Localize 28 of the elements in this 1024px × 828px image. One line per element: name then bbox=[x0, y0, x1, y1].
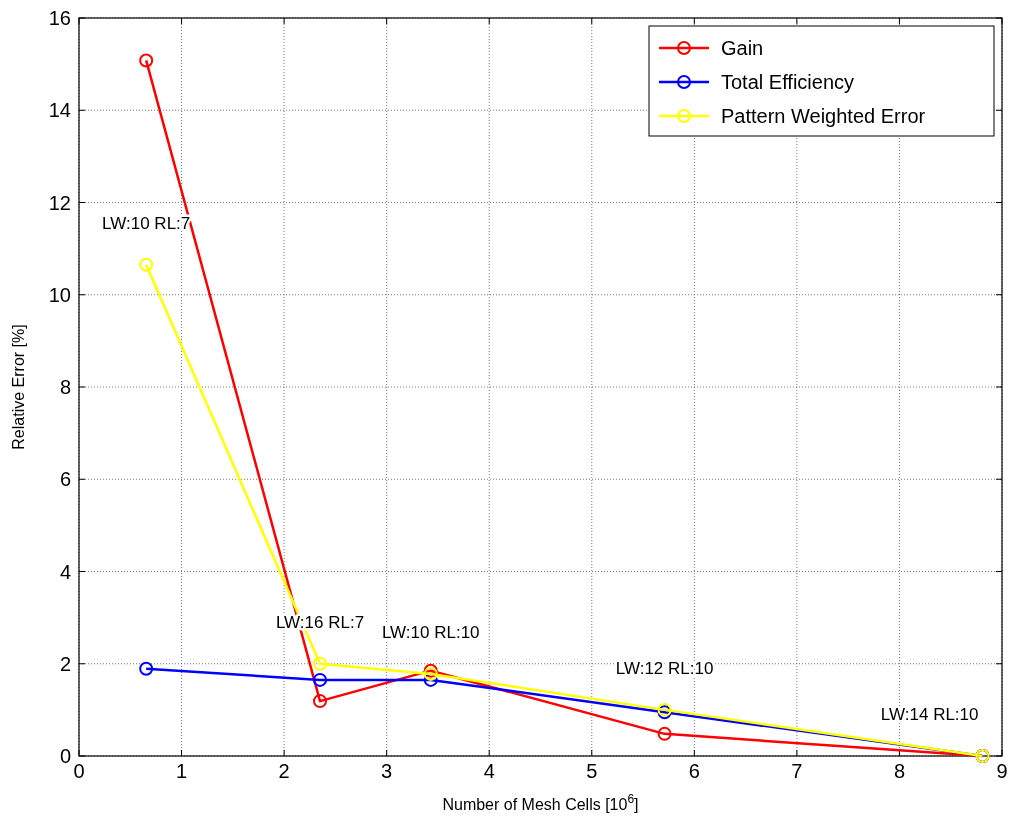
annotation: LW:10 RL:7 bbox=[102, 213, 191, 233]
y-tick-label: 6 bbox=[59, 468, 71, 491]
y-tick-label: 2 bbox=[59, 652, 71, 675]
y-axis-title: Relative Error [%] bbox=[10, 324, 27, 450]
x-tick-label: 9 bbox=[996, 760, 1008, 782]
x-tick-label: 8 bbox=[893, 760, 906, 782]
x-tick-label: 6 bbox=[688, 760, 700, 782]
x-tick-label: 4 bbox=[483, 760, 495, 782]
x-axis-title: Number of Mesh Cells [10$^{6}$] bbox=[442, 792, 639, 813]
y-tick-label: 0 bbox=[59, 745, 71, 767]
legend-label: Gain bbox=[721, 37, 764, 59]
y-tick-label: 10 bbox=[48, 283, 71, 306]
y-tick-label: 4 bbox=[59, 560, 71, 583]
x-tick-label: 7 bbox=[791, 760, 803, 782]
x-tick-label: 2 bbox=[278, 760, 290, 782]
legend-label: Total Efficiency bbox=[721, 71, 855, 93]
y-tick-label: 16 bbox=[48, 7, 71, 29]
y-tick-label: 12 bbox=[48, 191, 71, 214]
legend-label: Pattern Weighted Error bbox=[721, 105, 926, 127]
y-tick-label: 14 bbox=[48, 99, 71, 122]
annotation: LW:10 RL:10 bbox=[381, 622, 480, 642]
x-tick-label: 5 bbox=[586, 760, 598, 782]
y-tick-label: 8 bbox=[59, 376, 71, 398]
annotation: LW:12 RL:10 bbox=[615, 658, 714, 678]
annotation: LW:14 RL:10 bbox=[880, 705, 979, 724]
x-tick-label: 1 bbox=[175, 760, 188, 782]
x-tick-label: 3 bbox=[381, 760, 393, 782]
x-tick-label: 0 bbox=[73, 760, 85, 782]
